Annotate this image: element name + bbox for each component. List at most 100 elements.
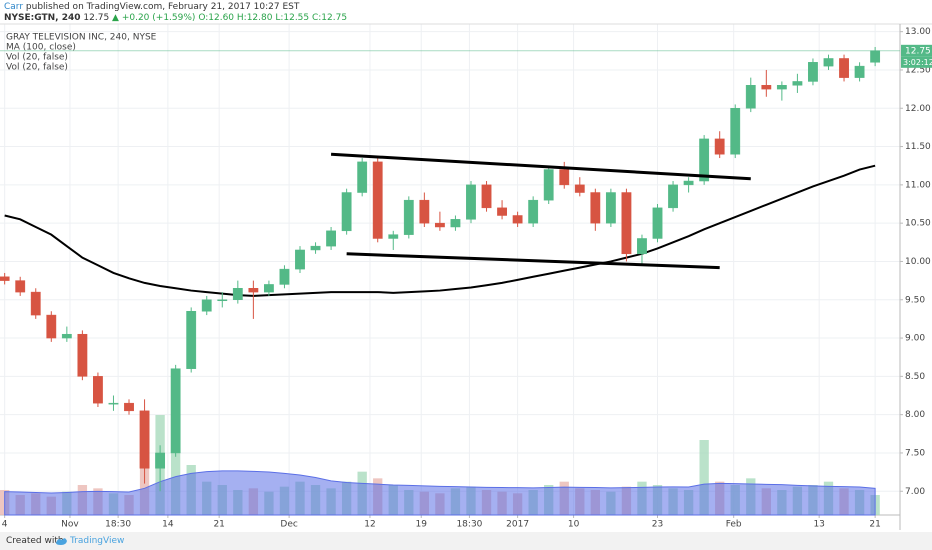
candle-body — [699, 138, 710, 182]
x-tick-label: 21 — [213, 520, 224, 530]
x-tick-label: 4 — [2, 520, 8, 530]
candle-body — [434, 222, 445, 228]
candle-body — [776, 85, 787, 90]
candle-body — [357, 161, 368, 193]
x-tick-label: 21 — [869, 520, 880, 530]
countdown-tag — [901, 56, 932, 68]
candle-body — [61, 333, 72, 339]
y-tick-label: 12.50 — [905, 65, 931, 75]
candle-body — [310, 245, 321, 251]
y-tick-label: 8.50 — [905, 372, 925, 382]
candle-body — [559, 169, 570, 186]
x-tick-label: 23 — [652, 520, 663, 530]
chart: 7.00 7.50 8.00 8.50 9.00 9.50 10.00 10.50 11.00 1… — [0, 23, 932, 530]
candle-body — [217, 299, 228, 302]
candle-body — [652, 207, 663, 239]
x-tick-label: 18:30 — [105, 520, 131, 530]
footer: Created with TradingView — [0, 532, 932, 550]
candle-body — [512, 215, 523, 224]
candle-body — [543, 169, 554, 201]
y-tick-label: 7.00 — [905, 487, 925, 497]
candle-body — [854, 65, 865, 78]
candle-body — [466, 184, 476, 220]
publish-line: Carr published on TradingView.com, Febru… — [4, 2, 299, 12]
x-tick-label: 2017 — [506, 520, 529, 530]
candle-body — [46, 314, 57, 339]
candle-body — [263, 284, 274, 293]
countdown-label: 3:02:12 — [903, 58, 932, 67]
candle-body — [792, 81, 803, 86]
candle-body — [77, 333, 88, 377]
price-tag-label: 12.75 — [905, 46, 931, 56]
y-tick-label: 10.00 — [905, 257, 931, 267]
y-tick-label: 11.50 — [905, 142, 931, 152]
x-tick-label: 14 — [162, 520, 174, 530]
x-tick-label: 12 — [364, 520, 375, 530]
y-tick-label: 8.00 — [905, 410, 925, 420]
y-tick-label: 7.50 — [905, 448, 925, 458]
candle-body — [621, 192, 632, 255]
candle-body — [761, 85, 772, 90]
trendline — [346, 252, 720, 270]
candle-body — [0, 276, 10, 281]
candle-body — [714, 138, 725, 155]
candle-body — [30, 291, 41, 316]
candle-body — [870, 50, 881, 63]
candle-body — [683, 180, 694, 186]
volume-ma-area — [4, 470, 876, 516]
candle-body — [808, 62, 818, 82]
candle-body — [341, 192, 352, 232]
candle-body — [839, 58, 849, 78]
y-tick-label: 9.00 — [905, 334, 925, 344]
candle-body — [637, 238, 647, 255]
logo — [56, 538, 67, 545]
x-tick-label: 18:30 — [456, 520, 482, 530]
candle-body — [497, 207, 507, 216]
candle-body — [326, 230, 337, 247]
candle-body — [248, 288, 259, 293]
y-tick-label: 13.00 — [905, 27, 931, 37]
published: published on TradingView.com, February 2… — [25, 2, 300, 12]
candle-body — [170, 368, 181, 454]
ohlc: O:12.60 H:12.80 L:12.55 C:12.75 — [198, 13, 348, 23]
x-tick-label: Dec — [280, 520, 297, 530]
candle-body — [730, 108, 741, 155]
candle-body — [481, 184, 492, 209]
y-tick-label: 9.50 — [905, 295, 925, 305]
candle-body — [450, 219, 461, 228]
ma-line — [4, 164, 876, 297]
candle-body — [823, 58, 834, 67]
candle-body — [186, 310, 197, 369]
candle-body — [279, 268, 290, 285]
candle-body — [574, 184, 585, 193]
legend-item: MA (100, close) — [6, 43, 76, 53]
x-tick-label: 19 — [416, 520, 428, 530]
brand[interactable]: TradingView — [70, 536, 125, 546]
candle-body — [372, 161, 383, 239]
candle-body — [419, 199, 430, 224]
legend-item: Vol (20, false) — [6, 53, 68, 63]
trendline — [331, 152, 751, 181]
price-tag — [901, 44, 932, 57]
candle-body — [139, 410, 150, 469]
author[interactable]: Carr — [4, 2, 24, 12]
y-tick-label: 10.50 — [905, 219, 931, 229]
x-tick-label: 10 — [568, 520, 580, 530]
candle-body — [15, 280, 26, 293]
created: Created with — [6, 536, 64, 546]
volume-bar — [699, 440, 709, 515]
candle-body — [232, 288, 243, 301]
candle-body — [108, 402, 119, 405]
x-tick-label: Feb — [726, 520, 742, 530]
header: Carr published on TradingView.com, Febru… — [0, 0, 932, 24]
candle-body — [745, 85, 756, 109]
x-tick-label: 13 — [813, 520, 824, 530]
candle-body — [403, 199, 414, 235]
candle-body — [590, 192, 601, 224]
candle-body — [201, 299, 212, 312]
candle-body — [124, 402, 134, 412]
change: ▲ +0.20 (+1.59%) — [112, 13, 196, 23]
y-tick-label: 11.00 — [905, 180, 931, 190]
y-tick-label: 12.00 — [905, 104, 931, 114]
candle-body — [388, 234, 399, 239]
